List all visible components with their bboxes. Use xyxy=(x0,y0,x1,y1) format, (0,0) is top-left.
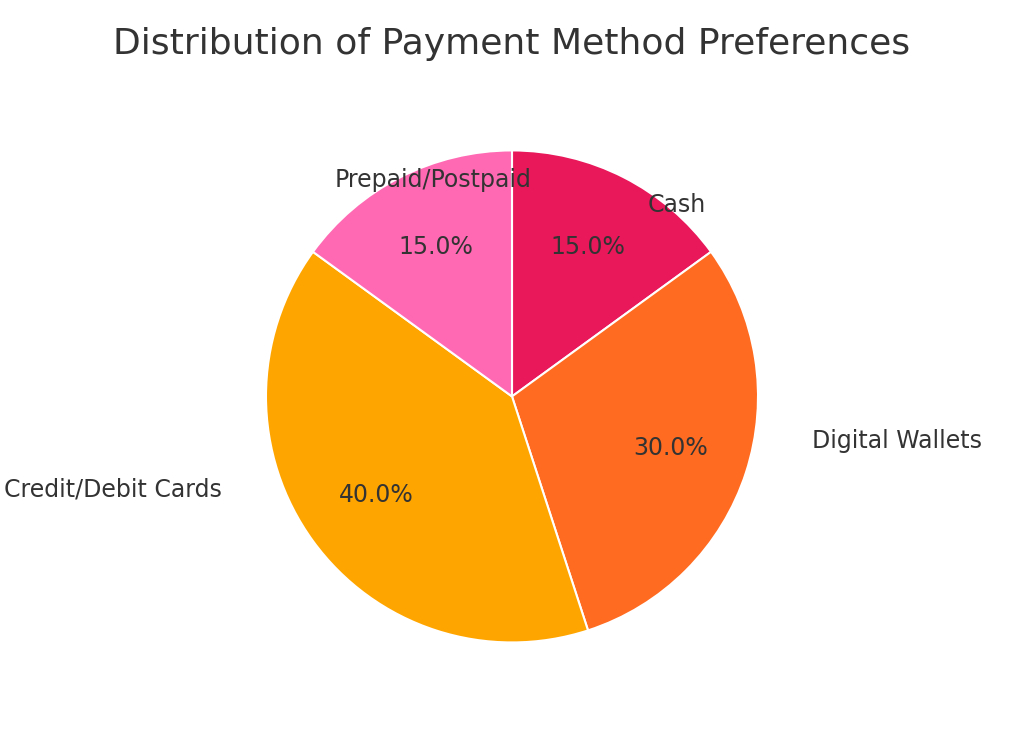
Text: 15.0%: 15.0% xyxy=(398,236,473,259)
Text: 15.0%: 15.0% xyxy=(551,236,626,259)
Title: Distribution of Payment Method Preferences: Distribution of Payment Method Preferenc… xyxy=(114,27,910,62)
Wedge shape xyxy=(313,150,512,396)
Text: Cash: Cash xyxy=(647,193,706,216)
Wedge shape xyxy=(266,252,588,642)
Text: 30.0%: 30.0% xyxy=(634,436,709,460)
Wedge shape xyxy=(512,252,758,631)
Text: Prepaid/Postpaid: Prepaid/Postpaid xyxy=(335,168,531,192)
Text: 40.0%: 40.0% xyxy=(339,483,414,507)
Text: Digital Wallets: Digital Wallets xyxy=(812,429,982,453)
Wedge shape xyxy=(512,150,711,396)
Text: Credit/Debit Cards: Credit/Debit Cards xyxy=(4,478,222,502)
